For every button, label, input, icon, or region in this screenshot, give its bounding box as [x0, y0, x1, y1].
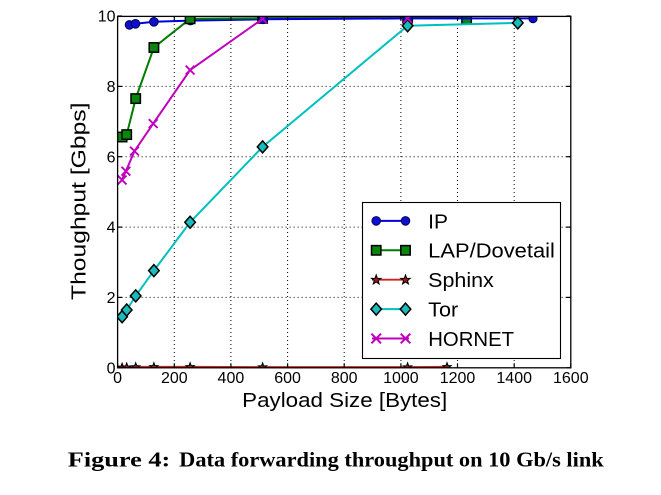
svg-text:Sphinx: Sphinx: [428, 269, 494, 292]
svg-text:600: 600: [274, 370, 301, 387]
svg-text:8: 8: [107, 79, 116, 96]
svg-text:2: 2: [107, 290, 116, 307]
svg-text:1200: 1200: [440, 370, 476, 387]
svg-text:IP: IP: [428, 210, 448, 233]
svg-text:Data forwarding throughput on: Data forwarding throughput on 10 Gb/s li…: [179, 447, 604, 471]
svg-text:Tor: Tor: [428, 299, 458, 322]
svg-text:200: 200: [161, 370, 188, 387]
svg-text:10: 10: [98, 9, 116, 26]
svg-text:Thoughput [Gbps]: Thoughput [Gbps]: [68, 103, 91, 301]
svg-text:1400: 1400: [496, 370, 532, 387]
svg-text:1000: 1000: [383, 370, 419, 387]
svg-text:400: 400: [218, 370, 245, 387]
svg-text:800: 800: [331, 370, 358, 387]
svg-text:Figure 4:: Figure 4:: [68, 447, 171, 471]
svg-text:HORNET: HORNET: [428, 328, 514, 351]
svg-text:4: 4: [107, 220, 116, 237]
svg-text:LAP/Dovetail: LAP/Dovetail: [428, 240, 555, 263]
svg-text:0: 0: [107, 360, 116, 377]
svg-text:0: 0: [113, 370, 122, 387]
svg-text:6: 6: [107, 149, 116, 166]
svg-text:Payload Size [Bytes]: Payload Size [Bytes]: [242, 389, 447, 412]
svg-text:1600: 1600: [553, 370, 589, 387]
